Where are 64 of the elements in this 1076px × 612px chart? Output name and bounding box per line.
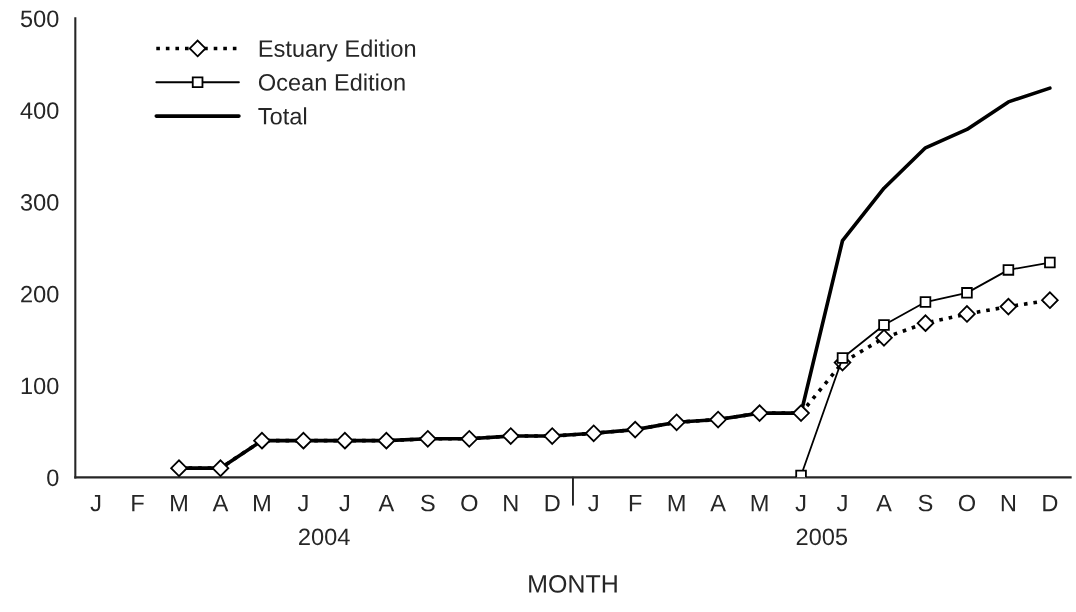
x-tick-label: J <box>297 494 308 512</box>
legend-label: Estuary Edition <box>259 39 416 62</box>
point <box>709 410 727 429</box>
x-tick-label: J <box>339 494 350 512</box>
point <box>1002 264 1015 276</box>
point <box>667 413 686 432</box>
x-tick-label: A <box>710 494 726 512</box>
x-tick-label: N <box>1001 494 1016 512</box>
point <box>377 431 396 450</box>
point <box>336 431 354 450</box>
text: 2004 <box>299 528 350 546</box>
x-tick-label: F <box>132 494 144 512</box>
x-tick-label: J <box>588 494 598 512</box>
x-tick-label: S <box>421 494 435 512</box>
y-tick-label: 200 <box>21 285 59 303</box>
y-tick-label: 100 <box>21 377 59 395</box>
x-tick-label: D <box>545 494 560 512</box>
legend-label: Ocean Edition <box>258 73 405 91</box>
point <box>211 459 230 477</box>
text: 2005 <box>796 528 848 546</box>
point <box>1044 256 1056 269</box>
point <box>460 430 479 448</box>
point <box>792 404 810 422</box>
point <box>626 420 644 439</box>
point <box>878 319 890 331</box>
x-tick-label: D <box>1043 494 1058 512</box>
y-tick-label: 0 <box>47 469 59 487</box>
x-tick-label: A <box>876 494 892 512</box>
point <box>836 352 849 364</box>
point <box>294 431 313 450</box>
point <box>170 459 188 477</box>
x-tick-label: A <box>212 494 229 512</box>
x-tick-label: J <box>90 494 101 512</box>
point <box>419 430 437 448</box>
x-tick-label: M <box>668 494 685 512</box>
point <box>502 427 520 445</box>
point <box>919 296 932 308</box>
x-tick-label: O <box>461 494 478 512</box>
x-tick-label: N <box>504 494 518 512</box>
x-tick-label: A <box>378 494 395 512</box>
point <box>543 427 561 445</box>
x-tick-label: F <box>629 494 642 512</box>
x-tick-label: M <box>751 494 768 512</box>
point <box>875 329 893 347</box>
point <box>999 297 1018 316</box>
x-tick-label: J <box>837 494 847 512</box>
point <box>253 431 271 450</box>
point <box>750 404 769 422</box>
y-tick-label: 300 <box>20 194 59 211</box>
x-tick-label: M <box>254 494 270 512</box>
x-tick-label: J <box>795 494 806 512</box>
legend-label: Total <box>258 107 307 125</box>
x-tick-label: O <box>958 494 975 512</box>
x-tick-label: M <box>171 494 187 512</box>
point <box>1041 291 1059 309</box>
x-axis-title: MONTH <box>529 575 617 593</box>
y-tick-label: 500 <box>20 10 59 28</box>
y-tick-label: 400 <box>20 102 59 119</box>
point <box>916 314 935 332</box>
point <box>584 424 603 443</box>
point <box>961 287 973 299</box>
point <box>958 305 976 323</box>
point <box>795 469 807 478</box>
x-tick-label: S <box>918 494 933 512</box>
